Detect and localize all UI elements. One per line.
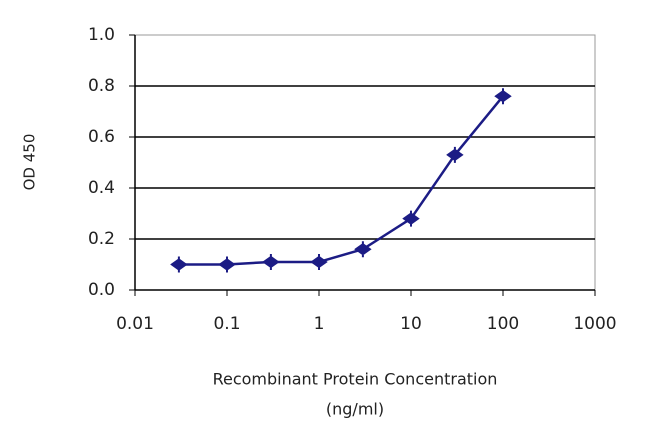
marker [494, 88, 512, 105]
marker [262, 253, 280, 270]
marker [218, 256, 236, 273]
y-tick-label: 0.6 [88, 127, 115, 147]
y-tick-label: 0.4 [88, 178, 115, 198]
y-axis-title: OD 450 [21, 134, 39, 191]
x-axis-title: Recombinant Protein Concentration [213, 370, 498, 389]
x-axis-unit: (ng/ml) [326, 400, 384, 419]
marker [310, 253, 328, 270]
marker [354, 241, 372, 258]
x-tick-label: 100 [487, 314, 519, 334]
y-tick-label: 0.0 [88, 280, 115, 300]
marker [446, 146, 464, 163]
x-tick-label: 0.1 [213, 314, 240, 334]
marker [170, 256, 188, 273]
marker [402, 210, 420, 227]
y-tick-label: 1.0 [88, 25, 115, 45]
x-tick-label: 1000 [573, 314, 616, 334]
x-tick-label: 10 [400, 314, 422, 334]
y-tick-label: 0.2 [88, 229, 115, 249]
y-tick-label: 0.8 [88, 76, 115, 96]
x-tick-label: 0.01 [116, 314, 154, 334]
x-tick-label: 1 [314, 314, 325, 334]
